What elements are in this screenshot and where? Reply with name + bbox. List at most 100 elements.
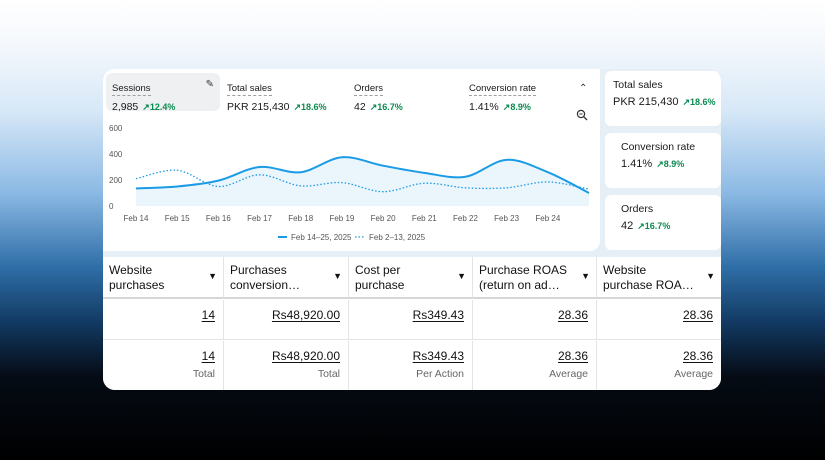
metric-value: 42 [354, 101, 366, 113]
column-header-cost-per-purchase[interactable]: Cost per purchase ▼ [349, 257, 473, 299]
metric-change: 18.6% [301, 102, 327, 112]
column-header-purchases-conversion[interactable]: Purchases conversion… ▼ [224, 257, 349, 299]
table-cell: Rs349.43 [349, 300, 473, 340]
sort-caret-icon[interactable]: ▼ [706, 271, 715, 281]
metric-value: PKR 215,430 [227, 101, 290, 113]
total-label: Average [549, 368, 588, 380]
metric-orders[interactable]: Orders 42 ↗16.7% [348, 73, 458, 113]
sort-caret-icon[interactable]: ▼ [581, 271, 590, 281]
y-tick-label: 0 [109, 202, 114, 211]
side-card-label: Total sales [613, 79, 663, 91]
total-label: Average [674, 368, 713, 380]
x-tick-label: Feb 19 [329, 214, 354, 223]
pencil-icon[interactable]: ✎ [205, 79, 214, 90]
metric-label: Sessions [112, 83, 151, 96]
total-cell: 14 Total [103, 341, 224, 390]
cell-value-link[interactable]: 14 [201, 308, 215, 322]
total-label: Per Action [416, 368, 464, 380]
sessions-line-chart: 600 400 200 0 Feb 14 Feb 15 Feb 16 Feb 17 Feb 18… [109, 124, 590, 242]
chevron-up-icon[interactable]: ⌃ [579, 83, 588, 94]
cell-value-link[interactable]: Rs349.43 [412, 308, 464, 322]
arrow-up-icon: ↗ [293, 102, 302, 112]
side-card-value: 1.41% [621, 158, 653, 170]
header-line: purchase ROA… [603, 278, 694, 292]
total-cell: Rs48,920.00 Total [224, 341, 349, 390]
legend-label-primary: Feb 14–25, 2025 [291, 233, 352, 242]
sort-caret-icon[interactable]: ▼ [333, 271, 342, 281]
arrow-up-icon: ↗ [656, 159, 664, 169]
column-header-website-purchase-roas[interactable]: Website purchase ROA… ▼ [597, 257, 721, 299]
cell-value-link[interactable]: 28.36 [682, 308, 713, 322]
total-value-link[interactable]: 28.36 [557, 349, 588, 363]
arrow-up-icon: ↗ [682, 97, 690, 107]
overview-area: Sessions 2,985 ↗12.4% ✎ Total sales PKR 2… [103, 69, 721, 257]
y-tick-label: 400 [109, 150, 123, 159]
x-tick-label: Feb 15 [165, 214, 190, 223]
x-tick-label: Feb 21 [412, 214, 437, 223]
side-card-value: PKR 215,430 [613, 96, 679, 108]
x-tick-label: Feb 18 [288, 214, 313, 223]
comparison-series-line [135, 169, 590, 193]
total-label: Total [192, 368, 215, 380]
sort-caret-icon[interactable]: ▼ [208, 271, 217, 281]
x-tick-label: Feb 16 [206, 214, 231, 223]
arrow-up-icon: ↗ [502, 102, 511, 112]
metric-sessions[interactable]: Sessions 2,985 ↗12.4% ✎ [106, 73, 220, 113]
total-value-link[interactable]: 28.36 [682, 349, 713, 363]
x-tick-label: Feb 24 [535, 214, 560, 223]
side-card-change: 8.9% [663, 159, 685, 169]
header-line: conversion… [230, 278, 301, 292]
x-tick-label: Feb 17 [247, 214, 272, 223]
metric-value: 2,985 [112, 101, 139, 113]
table-cell: 28.36 [597, 300, 721, 340]
metric-label: Conversion rate [469, 83, 537, 96]
metric-conversion-rate[interactable]: Conversion rate 1.41% ↗8.9% [463, 73, 573, 113]
cell-value-link[interactable]: Rs48,920.00 [271, 308, 340, 322]
header-line: (return on ad… [479, 278, 560, 292]
primary-series-line [135, 156, 590, 194]
column-header-purchase-roas[interactable]: Purchase ROAS (return on ad… ▼ [473, 257, 597, 299]
y-tick-label: 600 [109, 124, 123, 133]
table-cell: Rs48,920.00 [224, 300, 349, 340]
x-tick-label: Feb 20 [371, 214, 396, 223]
header-line: purchases [109, 278, 165, 292]
analytics-card: Sessions 2,985 ↗12.4% ✎ Total sales PKR 2… [103, 69, 721, 390]
total-value-link[interactable]: 14 [201, 349, 215, 363]
metric-value: 1.41% [469, 101, 499, 113]
side-card-conversion-rate[interactable]: Conversion rate 1.41% ↗8.9% [605, 133, 721, 188]
arrow-up-icon: ↗ [637, 221, 645, 231]
table-cell: 28.36 [473, 300, 597, 340]
cell-value-link[interactable]: 28.36 [557, 308, 588, 322]
table-cell: 14 [103, 300, 224, 340]
side-card-orders[interactable]: Orders 42 ↗16.7% [605, 195, 721, 250]
side-card-change: 18.6% [689, 97, 716, 107]
side-card-change: 16.7% [644, 221, 671, 231]
metric-label: Orders [354, 83, 384, 96]
arrow-up-icon: ↗ [142, 102, 150, 112]
total-cell: 28.36 Average [473, 341, 597, 390]
metric-change: 16.7% [377, 102, 403, 112]
sort-caret-icon[interactable]: ▼ [457, 271, 466, 281]
zoom-icon[interactable] [576, 109, 588, 121]
ads-metrics-table: Website purchases ▼ Purchases conversion… [103, 257, 721, 390]
legend-label-comparison: Feb 2–13, 2025 [369, 233, 426, 242]
metric-label: Total sales [227, 83, 272, 96]
arrow-up-icon: ↗ [369, 102, 378, 112]
metric-total-sales[interactable]: Total sales PKR 215,430 ↗18.6% [221, 73, 341, 113]
column-header-website-purchases[interactable]: Website purchases ▼ [103, 257, 224, 299]
chart-panel: Sessions 2,985 ↗12.4% ✎ Total sales PKR 2… [103, 69, 600, 251]
header-line: Website [603, 263, 647, 277]
side-card-total-sales[interactable]: Total sales PKR 215,430 ↗18.6% [605, 71, 721, 126]
side-card-label: Conversion rate [621, 141, 696, 153]
x-tick-label: Feb 14 [124, 214, 149, 223]
header-line: Cost per [355, 263, 401, 277]
total-value-link[interactable]: Rs349.43 [412, 349, 464, 363]
metric-change: 8.9% [510, 102, 531, 112]
header-line: Website [109, 263, 153, 277]
metric-change: 12.4% [149, 102, 176, 112]
total-value-link[interactable]: Rs48,920.00 [271, 349, 340, 363]
header-line: Purchase ROAS [479, 263, 568, 277]
header-line: purchase [355, 278, 405, 292]
total-cell: 28.36 Average [597, 341, 721, 390]
side-card-value: 42 [621, 220, 634, 232]
